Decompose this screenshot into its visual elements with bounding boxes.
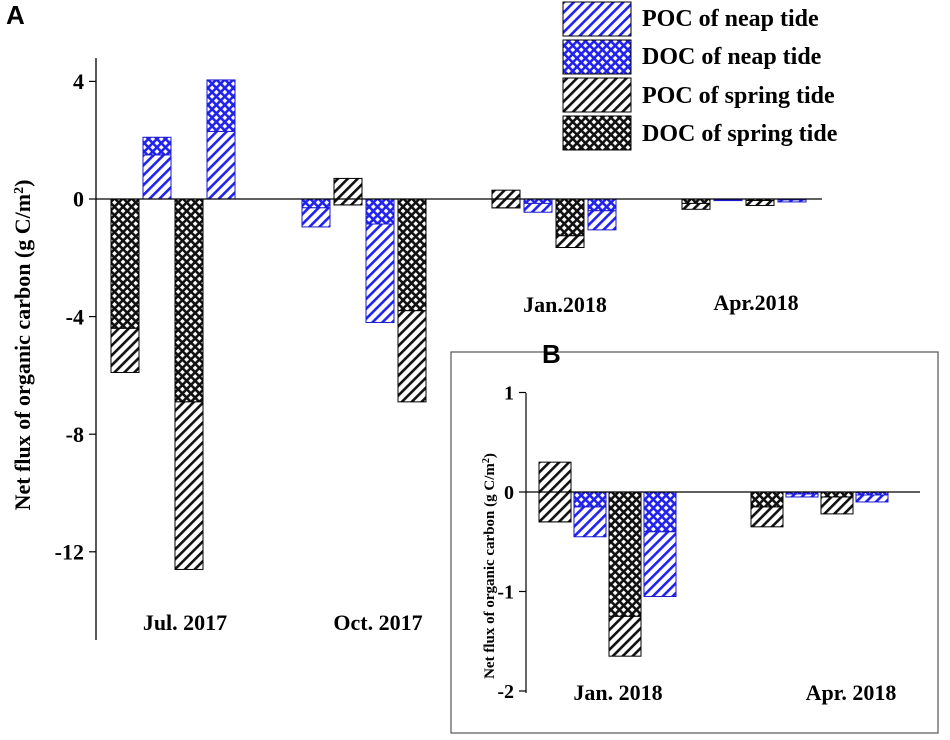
legend-item: POC of spring tide	[562, 77, 835, 113]
bar-segment-doc-neap	[206, 79, 236, 132]
y-tick-label: 4	[73, 69, 84, 94]
bar-segment-doc-spring	[820, 491, 854, 498]
panel-a-group-label: Oct. 2017	[333, 610, 422, 635]
bar-segment-poc-spring	[745, 199, 775, 206]
panel-b-ylabel: Net flux of organic carbon (g C/m2)	[481, 453, 499, 679]
bar-segment-poc-spring	[333, 177, 363, 206]
legend-label: DOC of spring tide	[642, 121, 838, 147]
bar-segment-poc-spring	[397, 310, 427, 403]
panel-a-ylabel: Net flux of organic carbon (g C/m2)	[10, 180, 35, 511]
bar-segment-doc-neap	[587, 198, 617, 212]
legend-label: POC of neap tide	[642, 6, 819, 32]
panel-a-bars	[110, 79, 807, 570]
y-tick-label: -1	[497, 582, 514, 604]
legend-item: POC of neap tide	[562, 1, 819, 37]
bar-segment-poc-spring	[174, 401, 204, 570]
bar-segment-poc-neap	[365, 223, 395, 323]
y-tick-label: 0	[73, 187, 84, 212]
bar-segment-poc-neap	[523, 202, 553, 213]
bar-segment-doc-spring	[750, 491, 784, 508]
y-tick-label: -2	[497, 681, 514, 703]
panel-b-group-label: Jan. 2018	[573, 680, 662, 705]
bar-segment-doc-neap	[643, 491, 677, 533]
bar-segment-poc-neap	[643, 531, 677, 597]
bar-segment-doc-spring	[681, 198, 711, 204]
bar-segment-poc-spring	[750, 506, 784, 528]
legend-label: POC of spring tide	[642, 83, 835, 109]
legend: POC of neap tide DOC of neap tide POC of…	[562, 1, 838, 151]
bar-segment-poc-spring	[555, 235, 585, 249]
bar-segment-poc-spring	[110, 327, 140, 373]
bar-segment-doc-spring	[555, 198, 585, 237]
bar-segment-poc-spring	[820, 496, 854, 515]
bar-segment-doc-neap	[573, 491, 607, 508]
panel-a-group-label: Jul. 2017	[143, 610, 227, 635]
panel-a-letter: A	[6, 0, 25, 30]
bar-segment-poc-spring	[608, 615, 642, 657]
bar-segment-doc-neap	[301, 198, 331, 209]
bar-segment-doc-neap	[523, 198, 553, 204]
bar-segment-poc-neap	[855, 494, 889, 503]
bar-segment-poc-neap	[777, 199, 807, 203]
bar-segment-doc-spring	[397, 198, 427, 312]
y-tick-label: -4	[66, 304, 84, 329]
bar-segment-poc-neap	[713, 199, 743, 202]
legend-item: DOC of spring tide	[562, 115, 838, 151]
y-tick-label: -12	[55, 540, 84, 565]
bar-segment-poc-neap	[142, 154, 172, 200]
panel-b-group-label: Apr. 2018	[806, 680, 897, 705]
legend-swatch	[562, 1, 632, 37]
panel-b-y-ticks: 1 0 -1 -2	[497, 383, 526, 703]
panel-a: A Net flux of organic carbon (g C/m2) 4 0…	[6, 0, 822, 640]
legend-swatch	[562, 115, 632, 151]
bar-segment-poc-neap	[206, 130, 236, 200]
panel-a-group-label: Apr.2018	[713, 290, 798, 315]
panel-b-frame	[450, 351, 939, 734]
y-tick-label: 0	[504, 482, 514, 504]
legend-label: DOC of neap tide	[642, 44, 822, 70]
bar-segment-poc-neap	[587, 210, 617, 231]
panel-b-letter: B	[542, 339, 561, 369]
bar-segment-poc-neap	[301, 207, 331, 228]
legend-item: DOC of neap tide	[562, 39, 822, 75]
bar-segment-poc-neap	[573, 506, 607, 538]
y-tick-label: -8	[66, 422, 84, 447]
bar-segment-doc-neap	[142, 136, 172, 156]
panel-b: B Net flux of organic carbon (g C/m2) 1 0…	[450, 339, 939, 734]
bar-segment-poc-spring	[681, 202, 711, 210]
legend-swatch	[562, 39, 632, 75]
bar-segment-doc-neap	[365, 198, 395, 225]
panel-a-y-ticks: 4 0 -4 -8 -12	[55, 69, 96, 565]
y-tick-label: 1	[504, 383, 514, 405]
panel-a-group-label: Jan.2018	[523, 292, 607, 317]
bar-segment-doc-spring	[174, 198, 204, 403]
bar-segment-poc-neap	[785, 493, 819, 498]
bar-segment-doc-spring	[608, 491, 642, 617]
bar-segment-doc-spring	[110, 198, 140, 329]
legend-swatch	[562, 77, 632, 113]
